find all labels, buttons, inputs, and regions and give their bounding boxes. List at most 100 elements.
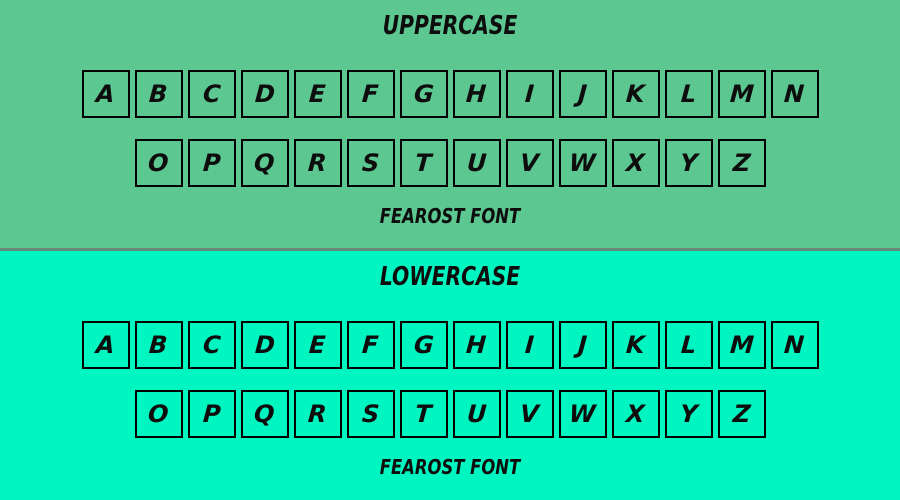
letter-box: Q bbox=[240, 390, 289, 438]
letter-glyph: X bbox=[625, 149, 646, 177]
letter-glyph: M bbox=[728, 331, 755, 359]
letter-box: N bbox=[770, 70, 819, 118]
letter-glyph: O bbox=[147, 149, 170, 177]
uppercase-font-name-label: FEAROST FONT bbox=[379, 204, 521, 228]
letter-glyph: T bbox=[414, 400, 433, 428]
letter-box: O bbox=[134, 139, 183, 187]
letter-box: K bbox=[611, 70, 660, 118]
letter-glyph: Z bbox=[731, 149, 752, 177]
letter-box: E bbox=[293, 321, 342, 369]
lowercase-title: LOWERCASE bbox=[379, 262, 521, 292]
letter-box: G bbox=[399, 70, 448, 118]
letter-box: C bbox=[187, 321, 236, 369]
letter-glyph: B bbox=[148, 331, 169, 359]
letter-box: Y bbox=[664, 390, 713, 438]
letter-box: U bbox=[452, 139, 501, 187]
letter-glyph: B bbox=[148, 80, 169, 108]
letter-glyph: T bbox=[414, 149, 433, 177]
letter-box: M bbox=[717, 321, 766, 369]
letter-glyph: H bbox=[465, 80, 488, 108]
letter-glyph: S bbox=[360, 149, 381, 177]
letter-box: J bbox=[558, 70, 607, 118]
letter-glyph: G bbox=[412, 80, 435, 108]
letter-glyph: Y bbox=[678, 149, 699, 177]
letter-box: E bbox=[293, 70, 342, 118]
letter-glyph: L bbox=[679, 331, 698, 359]
letter-box: L bbox=[664, 70, 713, 118]
letter-glyph: M bbox=[728, 80, 755, 108]
letter-glyph: V bbox=[519, 400, 540, 428]
letter-box: B bbox=[134, 321, 183, 369]
letter-box: K bbox=[611, 321, 660, 369]
letter-glyph: U bbox=[465, 149, 488, 177]
letter-glyph: I bbox=[524, 80, 535, 108]
letter-glyph: Z bbox=[731, 400, 752, 428]
letter-box: I bbox=[505, 321, 554, 369]
letter-box: P bbox=[187, 139, 236, 187]
letter-box: A bbox=[81, 70, 130, 118]
letter-glyph: P bbox=[201, 149, 222, 177]
letter-glyph: G bbox=[412, 331, 435, 359]
letter-glyph: S bbox=[360, 400, 381, 428]
letter-glyph: A bbox=[95, 331, 116, 359]
letter-glyph: W bbox=[568, 400, 597, 428]
letter-box: Z bbox=[717, 139, 766, 187]
letter-glyph: Q bbox=[253, 149, 276, 177]
letter-glyph: J bbox=[577, 331, 588, 359]
letter-box: F bbox=[346, 70, 395, 118]
letter-box: J bbox=[558, 321, 607, 369]
letter-glyph: R bbox=[307, 149, 328, 177]
letter-box: R bbox=[293, 139, 342, 187]
letter-glyph: L bbox=[679, 80, 698, 108]
letter-box: M bbox=[717, 70, 766, 118]
letter-glyph: F bbox=[361, 80, 380, 108]
letter-box: S bbox=[346, 390, 395, 438]
letter-glyph: A bbox=[95, 80, 116, 108]
letter-glyph: C bbox=[201, 80, 222, 108]
letter-glyph: Y bbox=[678, 400, 699, 428]
letter-box: L bbox=[664, 321, 713, 369]
letter-glyph: N bbox=[783, 331, 806, 359]
letter-box: V bbox=[505, 139, 554, 187]
letter-box: S bbox=[346, 139, 395, 187]
letter-box: O bbox=[134, 390, 183, 438]
letter-box: D bbox=[240, 321, 289, 369]
letter-box: N bbox=[770, 321, 819, 369]
letter-box: Q bbox=[240, 139, 289, 187]
letter-glyph: E bbox=[308, 331, 327, 359]
letter-glyph: D bbox=[253, 80, 276, 108]
letter-box: X bbox=[611, 390, 660, 438]
letter-box: V bbox=[505, 390, 554, 438]
letter-glyph: W bbox=[568, 149, 597, 177]
letter-glyph: K bbox=[625, 331, 646, 359]
letter-box: H bbox=[452, 321, 501, 369]
letter-box: H bbox=[452, 70, 501, 118]
letter-glyph: K bbox=[625, 80, 646, 108]
letter-box: W bbox=[558, 139, 607, 187]
letter-glyph: N bbox=[783, 80, 806, 108]
letter-box: G bbox=[399, 321, 448, 369]
letter-box: P bbox=[187, 390, 236, 438]
letter-box: U bbox=[452, 390, 501, 438]
lowercase-font-name-label: FEAROST FONT bbox=[379, 455, 521, 479]
letter-box: T bbox=[399, 390, 448, 438]
letter-box: F bbox=[346, 321, 395, 369]
letter-box: W bbox=[558, 390, 607, 438]
letter-glyph: I bbox=[524, 331, 535, 359]
uppercase-title: UPPERCASE bbox=[382, 11, 518, 41]
letter-box: R bbox=[293, 390, 342, 438]
letter-glyph: D bbox=[253, 331, 276, 359]
panel-divider bbox=[0, 248, 900, 251]
letter-glyph: V bbox=[519, 149, 540, 177]
letter-box: Z bbox=[717, 390, 766, 438]
letter-glyph: P bbox=[201, 400, 222, 428]
letter-box: X bbox=[611, 139, 660, 187]
letter-glyph: C bbox=[201, 331, 222, 359]
letter-glyph: J bbox=[577, 80, 588, 108]
